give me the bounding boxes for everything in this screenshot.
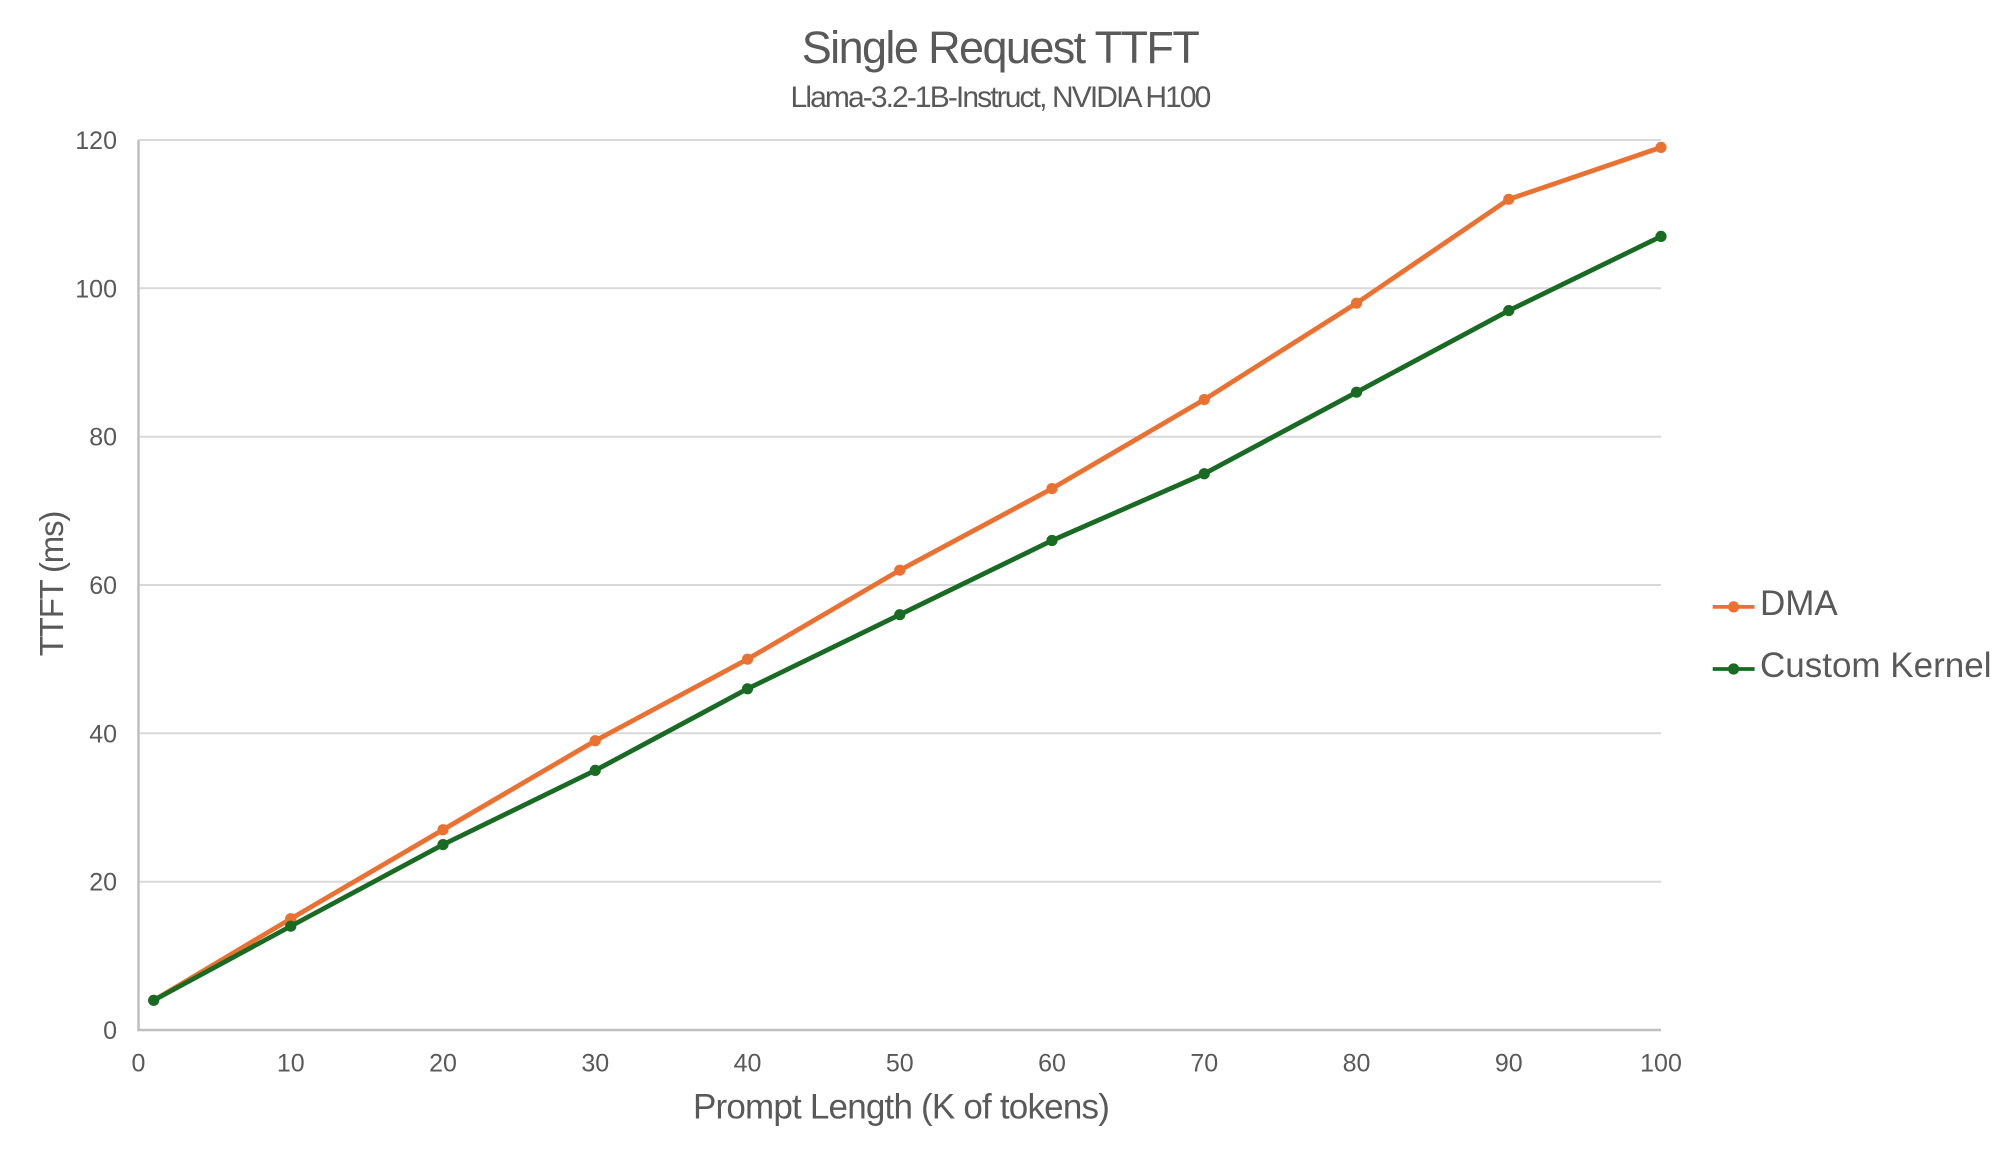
svg-text:50: 50 [886, 1050, 914, 1078]
svg-text:60: 60 [89, 572, 117, 600]
svg-text:70: 70 [1190, 1050, 1218, 1078]
svg-text:100: 100 [75, 275, 117, 303]
svg-text:Single Request TTFT: Single Request TTFT [802, 22, 1200, 73]
svg-text:DMA: DMA [1760, 584, 1838, 623]
svg-text:40: 40 [89, 720, 117, 748]
svg-text:20: 20 [429, 1050, 457, 1078]
svg-text:Prompt Length (K of tokens): Prompt Length (K of tokens) [693, 1088, 1109, 1127]
svg-text:30: 30 [581, 1050, 609, 1078]
svg-text:80: 80 [89, 424, 117, 452]
svg-text:0: 0 [103, 1017, 117, 1045]
svg-text:Llama-3.2-1B-Instruct, NVIDIA: Llama-3.2-1B-Instruct, NVIDIA H100 [791, 81, 1211, 114]
svg-text:60: 60 [1038, 1050, 1066, 1078]
svg-text:Custom Kernel: Custom Kernel [1760, 646, 1991, 685]
svg-text:120: 120 [75, 127, 117, 155]
svg-text:40: 40 [734, 1050, 762, 1078]
svg-text:100: 100 [1640, 1050, 1682, 1078]
svg-text:10: 10 [277, 1050, 305, 1078]
svg-text:90: 90 [1495, 1050, 1523, 1078]
svg-text:TTFT (ms): TTFT (ms) [33, 512, 70, 656]
svg-text:20: 20 [89, 869, 117, 897]
svg-text:0: 0 [132, 1050, 146, 1078]
svg-text:80: 80 [1343, 1050, 1371, 1078]
